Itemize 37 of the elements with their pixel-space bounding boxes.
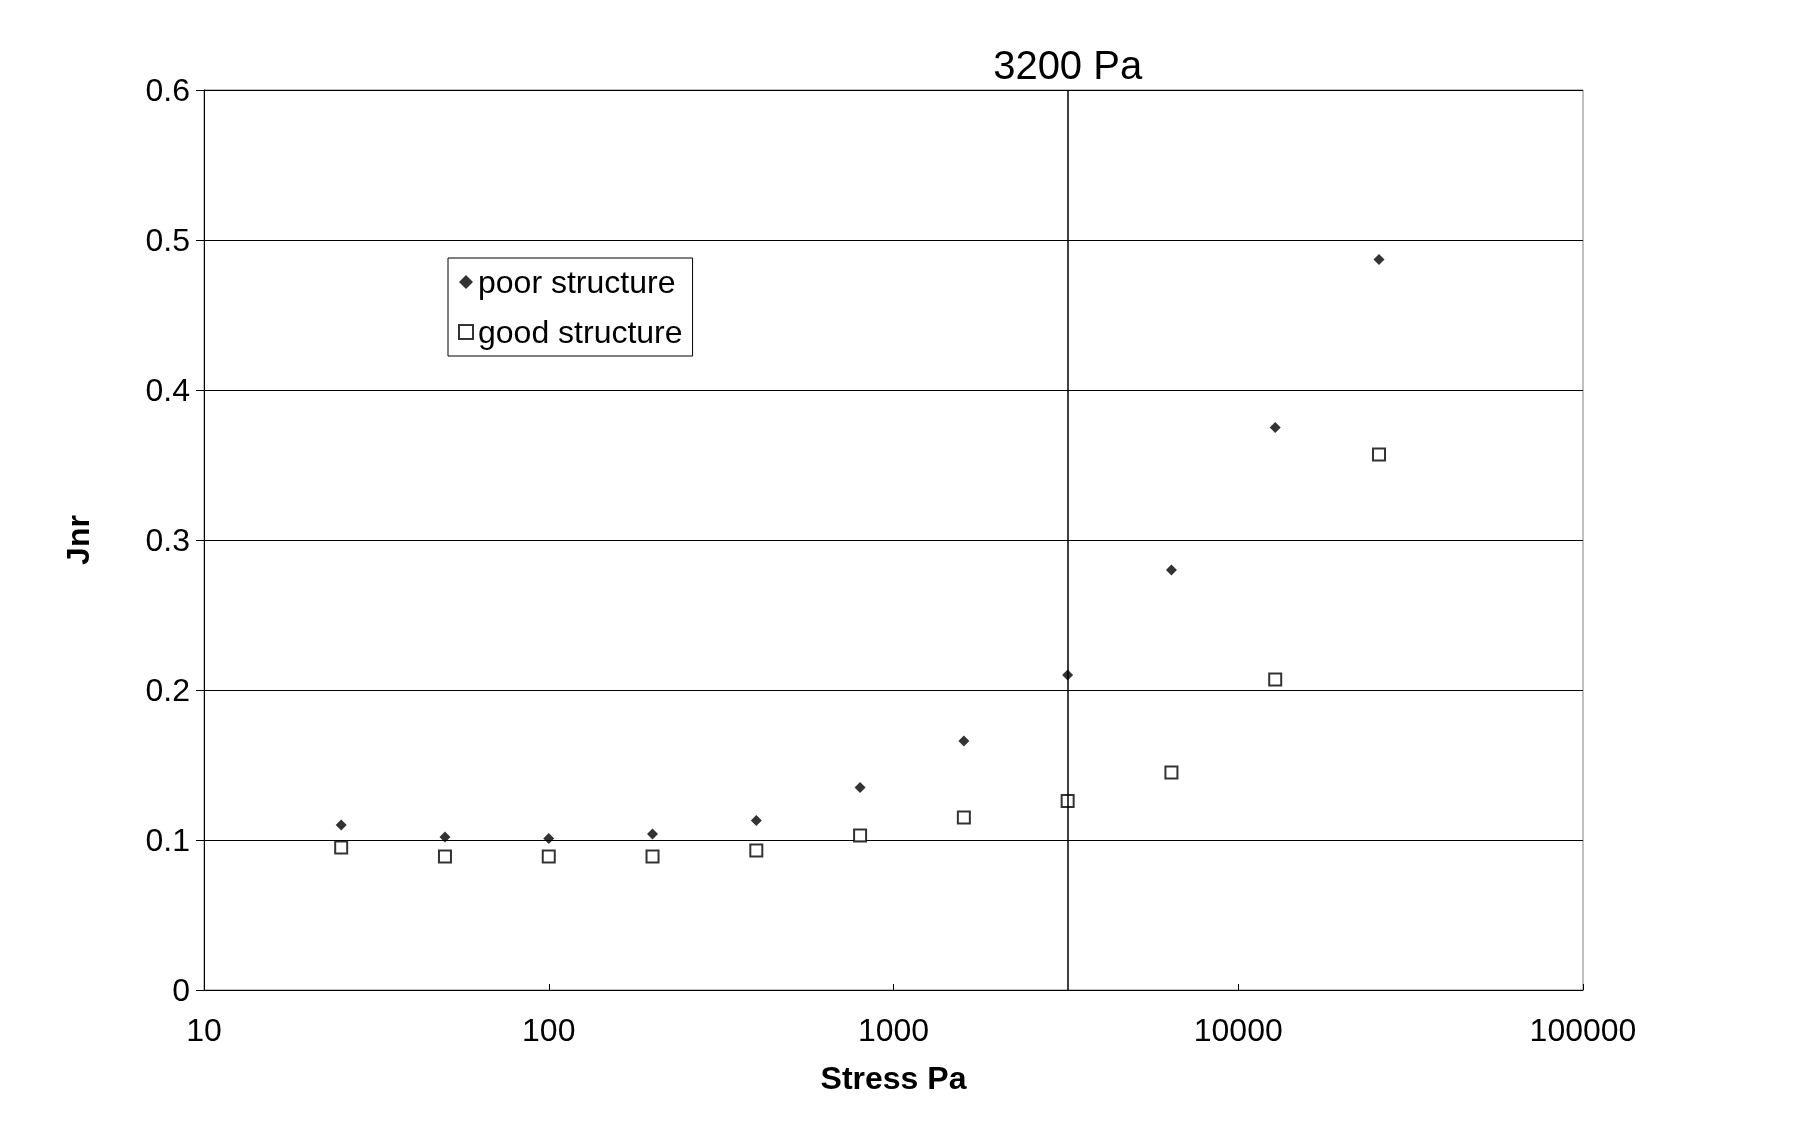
point: [437, 849, 452, 864]
x-tick-label: 1000: [857, 1012, 930, 1048]
point: [335, 819, 347, 831]
point: [854, 782, 866, 793]
point: [749, 843, 764, 858]
point: [1371, 447, 1386, 462]
point: [541, 849, 556, 864]
point: [645, 849, 660, 864]
point: [956, 810, 971, 825]
point: [439, 831, 451, 843]
y-tick-label: 0.1: [145, 822, 190, 858]
legend-label: poor structure: [478, 264, 676, 300]
point: [1268, 672, 1283, 687]
y-tick-label: 0.4: [145, 372, 190, 408]
point: [1165, 564, 1177, 576]
legend-label: good structure: [478, 314, 683, 350]
point: [647, 828, 659, 840]
y-tick-label: 0.5: [145, 222, 190, 258]
point: [958, 735, 970, 747]
point: [334, 840, 349, 855]
x-tick-label: 10: [186, 1012, 222, 1048]
point: [1373, 254, 1385, 265]
y-axis-title: Jnr: [60, 515, 96, 565]
point: [1269, 422, 1281, 433]
point: [543, 833, 555, 844]
x-tick-label: 100000: [1529, 1012, 1637, 1048]
y-tick-label: 0.2: [145, 672, 190, 708]
x-tick-label: 10000: [1193, 1012, 1283, 1048]
point: [853, 828, 868, 843]
y-tick-label: 0.6: [145, 72, 190, 108]
point: [1164, 765, 1179, 780]
y-tick-label: 0.3: [145, 522, 190, 558]
y-tick-label: 0: [172, 972, 190, 1008]
x-tick-label: 100: [522, 1012, 576, 1048]
point: [750, 815, 762, 826]
x-axis-title: Stress Pa: [820, 1060, 967, 1096]
ref-line-label: 3200 Pa: [993, 43, 1143, 87]
